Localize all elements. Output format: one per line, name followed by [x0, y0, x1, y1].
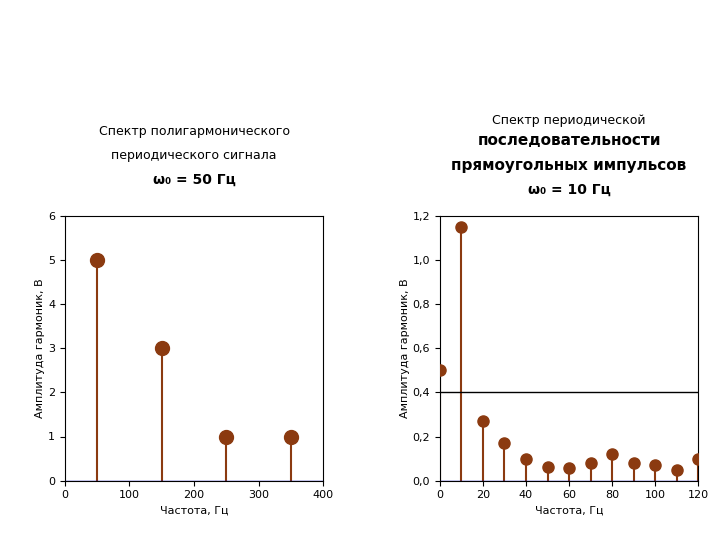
Y-axis label: Амплитуда гармоник, В: Амплитуда гармоник, В — [400, 279, 410, 418]
Text: ω₀ = 10 Гц: ω₀ = 10 Гц — [528, 183, 611, 197]
X-axis label: Частота, Гц: Частота, Гц — [535, 506, 603, 516]
Text: Спектр периодической: Спектр периодической — [492, 113, 646, 126]
Text: ω₀ = 50 Гц: ω₀ = 50 Гц — [153, 172, 235, 186]
Text: периодического сигнала: периодического сигнала — [112, 149, 277, 162]
Text: последовательности: последовательности — [477, 133, 661, 148]
Text: Спектр полигармонического: Спектр полигармонического — [99, 125, 289, 138]
Text: прямоугольных импульсов: прямоугольных импульсов — [451, 158, 687, 173]
Y-axis label: Амплитуда гармоник, В: Амплитуда гармоник, В — [35, 279, 45, 418]
X-axis label: Частота, Гц: Частота, Гц — [160, 506, 228, 516]
